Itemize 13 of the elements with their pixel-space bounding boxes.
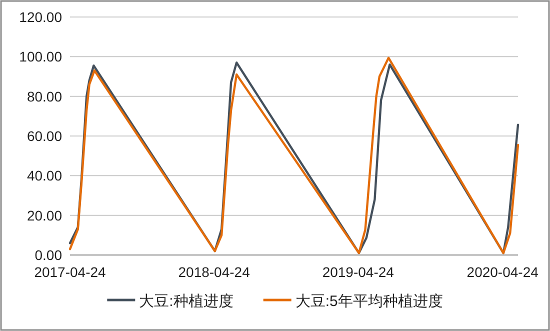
x-tick-label: 2018-04-24 xyxy=(178,264,250,280)
legend-label: 大豆:种植进度 xyxy=(139,293,234,310)
y-tick-label: 60.00 xyxy=(26,128,62,144)
x-tick-label: 2020-04-24 xyxy=(466,264,539,280)
y-tick-label: 80.00 xyxy=(26,88,62,104)
x-tick-label: 2019-04-24 xyxy=(322,264,394,280)
x-tick-label: 2017-04-24 xyxy=(34,264,106,280)
y-tick-label: 0.00 xyxy=(34,247,62,263)
y-tick-label: 20.00 xyxy=(26,207,62,224)
y-tick-label: 100.00 xyxy=(19,48,62,65)
y-tick-label: 120.00 xyxy=(19,9,62,25)
y-tick-label: 40.00 xyxy=(26,168,62,184)
legend-label: 大豆:5年平均种植进度 xyxy=(295,293,443,310)
